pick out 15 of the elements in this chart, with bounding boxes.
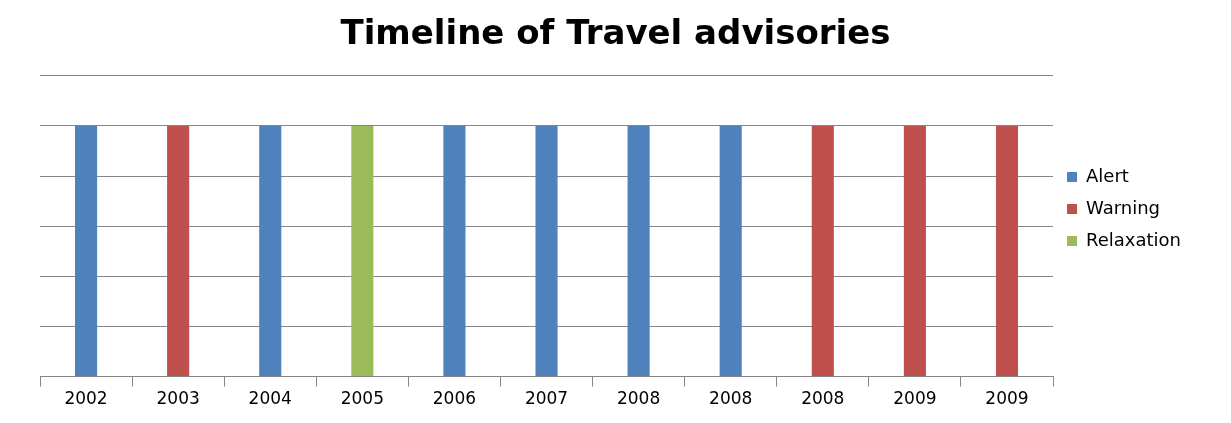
legend-label: Relaxation [1086,228,1181,250]
legend-label: Alert [1086,164,1129,186]
x-tick-label: 2007 [524,388,569,409]
x-tick-label: 2008 [616,388,661,409]
x-tick-label: 2009 [893,388,937,409]
x-tick-label: 2008 [709,388,753,409]
x-tick-label: 2005 [340,388,384,409]
x-tick-label: 2002 [64,388,108,409]
x-tick-label: 2004 [248,388,292,409]
x-tick-label: 2008 [801,388,845,409]
legend-label: Warning [1086,196,1161,218]
x-tick-label: 2003 [156,388,200,409]
x-tick-label: 2006 [432,388,477,409]
chart-title: Timeline of Travel advisories [340,12,891,53]
x-tick-label: 2009 [985,388,1029,409]
